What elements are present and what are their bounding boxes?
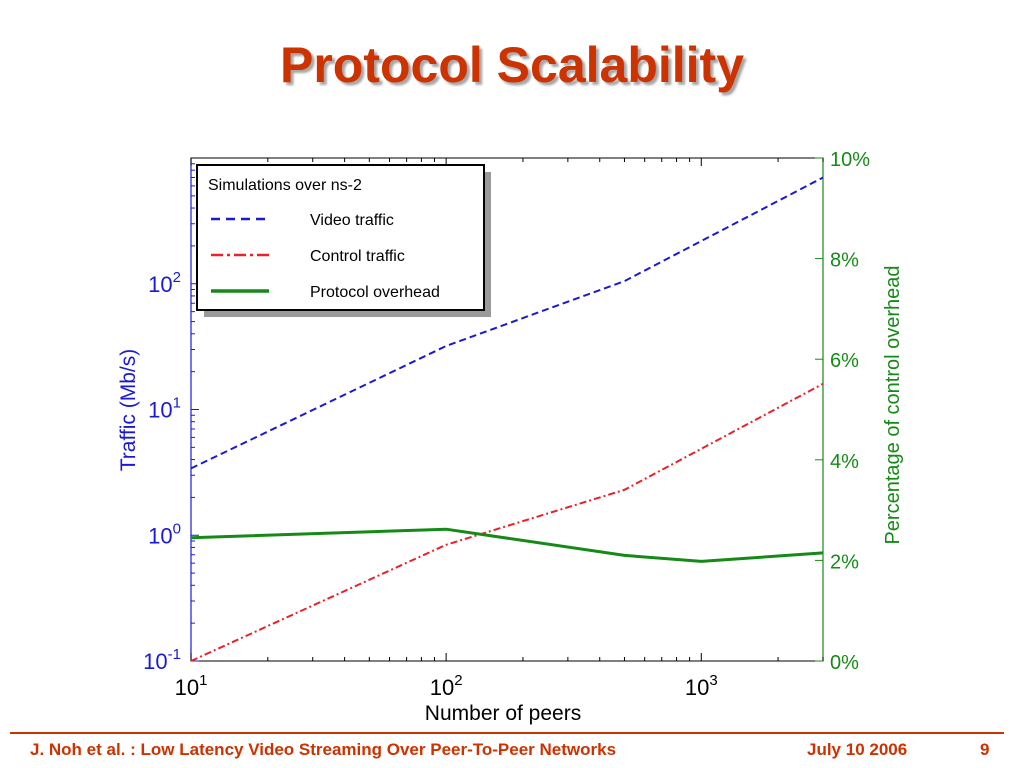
series-line-video-traffic xyxy=(190,176,824,470)
y-tick-label: 101 xyxy=(148,395,181,423)
series-line-control-traffic xyxy=(190,382,824,662)
footer-date: July 10 2006 xyxy=(807,740,908,759)
slide-title: Protocol Scalability xyxy=(279,37,744,93)
y2-tick-label: 0% xyxy=(830,652,859,674)
y2-tick-label: 10% xyxy=(830,149,870,171)
series-line-protocol-overhead xyxy=(190,527,824,563)
x-tick-label: 103 xyxy=(685,672,718,700)
x-tick-label: 101 xyxy=(175,672,208,700)
y2-axis-label: Percentage of control overhead xyxy=(882,265,904,544)
footer-page-number: 9 xyxy=(980,740,990,759)
y-tick-label: 102 xyxy=(148,269,181,297)
footer-citation: J. Noh et al. : Low Latency Video Stream… xyxy=(30,740,617,759)
footer-divider xyxy=(10,732,1004,734)
legend-title: Simulations over ns-2 xyxy=(208,177,362,194)
y2-tick-label: 2% xyxy=(830,551,859,573)
legend-entry: Control traffic xyxy=(310,248,405,265)
legend-entry: Protocol overhead xyxy=(310,284,440,301)
x-tick-label: 102 xyxy=(430,672,463,700)
y-tick-label: 10-1 xyxy=(143,646,181,674)
y2-tick-label: 6% xyxy=(830,350,859,372)
y2-tick-label: 4% xyxy=(830,451,859,473)
x-axis-label: Number of peers xyxy=(425,702,581,725)
y-axis-label: Traffic (Mb/s) xyxy=(117,349,140,472)
legend-box xyxy=(196,164,485,311)
y2-tick-label: 8% xyxy=(830,250,859,272)
y-tick-label: 100 xyxy=(148,520,181,548)
legend-entry: Video traffic xyxy=(310,212,394,229)
